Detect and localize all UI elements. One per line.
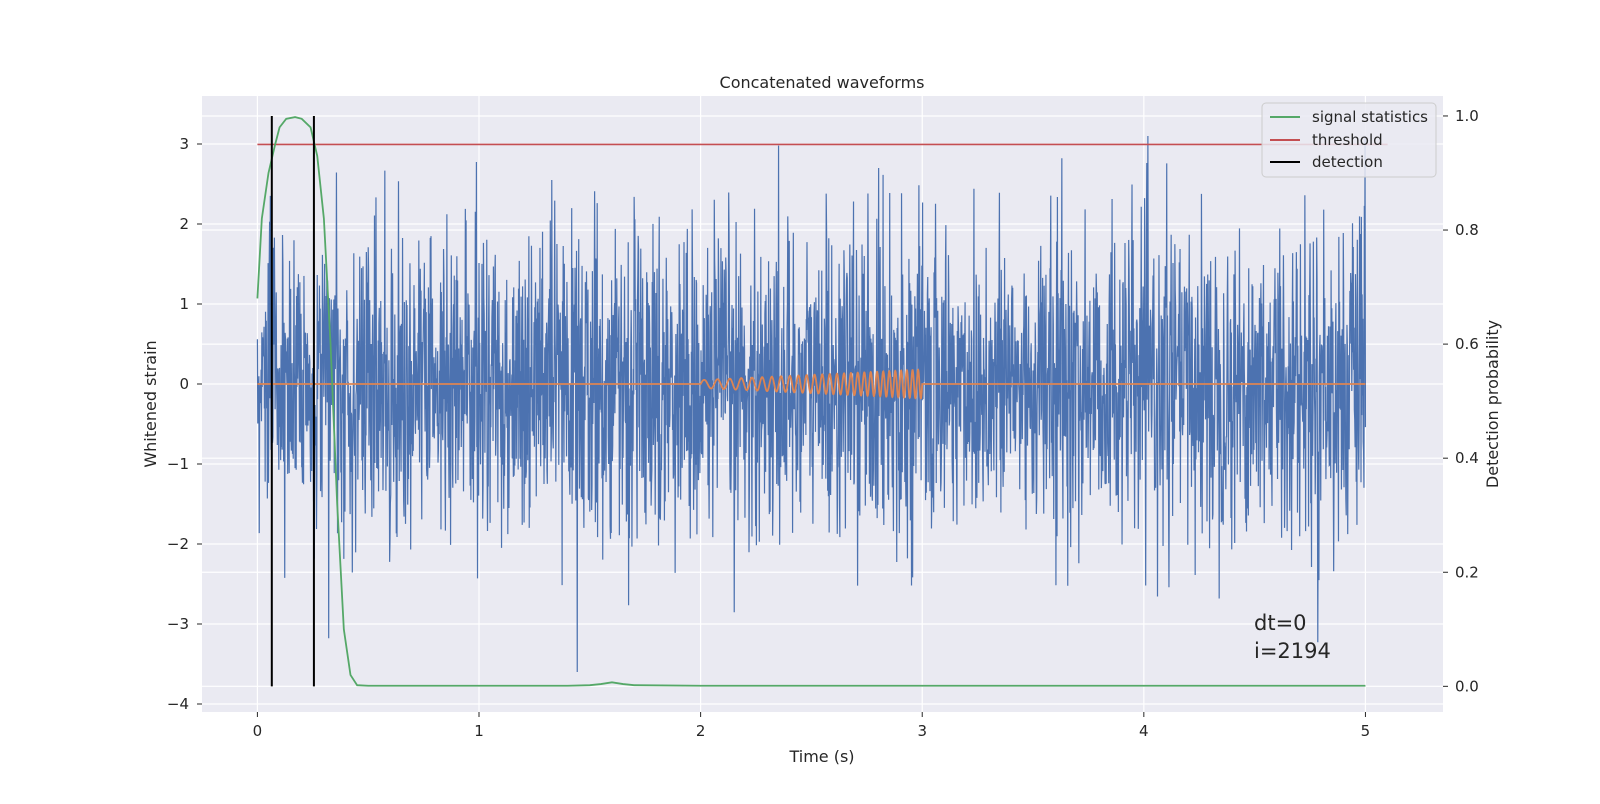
y-left-tick-label: −1 [167,455,189,473]
corner-annotation: dt=0 i=2194 [1254,611,1331,663]
legend: signal statistics threshold detection [1261,102,1437,178]
series-chirp [257,368,1366,400]
x-tick-label: 4 [1139,722,1149,740]
x-tick-label: 0 [253,722,263,740]
y-axis-label-right: Detection probability [1483,320,1502,488]
legend-box [1261,102,1437,178]
legend-label-detection: detection [1312,153,1383,171]
y-right-tick-label: 0.6 [1455,335,1479,353]
y-axis-label-left: Whitened strain [141,340,160,467]
y-left-tick-label: 0 [179,375,189,393]
y-left-tick-label: −2 [167,535,189,553]
x-tick-label: 3 [917,722,927,740]
series-whitened-noise [256,135,1367,673]
series-signal-statistics [256,116,1366,687]
data-layer [256,115,1388,687]
legend-label-signal-statistics: signal statistics [1312,108,1428,126]
y-right-tick-label: 0.0 [1455,677,1479,695]
y-right-tick-label: 0.2 [1455,563,1479,581]
y-left-tick-label: 2 [179,215,189,233]
annotation-dt: dt=0 [1254,611,1307,635]
x-axis-label: Time (s) [788,747,854,766]
legend-label-threshold: threshold [1312,131,1383,149]
axis-layer: 0 1 2 3 4 5 −4 −3 −2 −1 0 1 2 3 0.0 0.2 0.4 0.6 0.8 1.0 [167,107,1479,740]
annotation-i: i=2194 [1254,639,1331,663]
y-right-tick-label: 0.8 [1455,221,1479,239]
y-left-tick-label: −3 [167,615,189,633]
x-tick-label: 5 [1361,722,1371,740]
x-tick-label: 1 [474,722,484,740]
x-tick-label: 2 [696,722,706,740]
chart-title: Concatenated waveforms [720,73,925,92]
y-right-tick-label: 0.4 [1455,449,1479,467]
y-right-tick-label: 1.0 [1455,107,1479,125]
y-left-tick-label: 3 [179,135,189,153]
y-left-tick-label: −4 [167,695,189,713]
y-left-tick-label: 1 [179,295,189,313]
